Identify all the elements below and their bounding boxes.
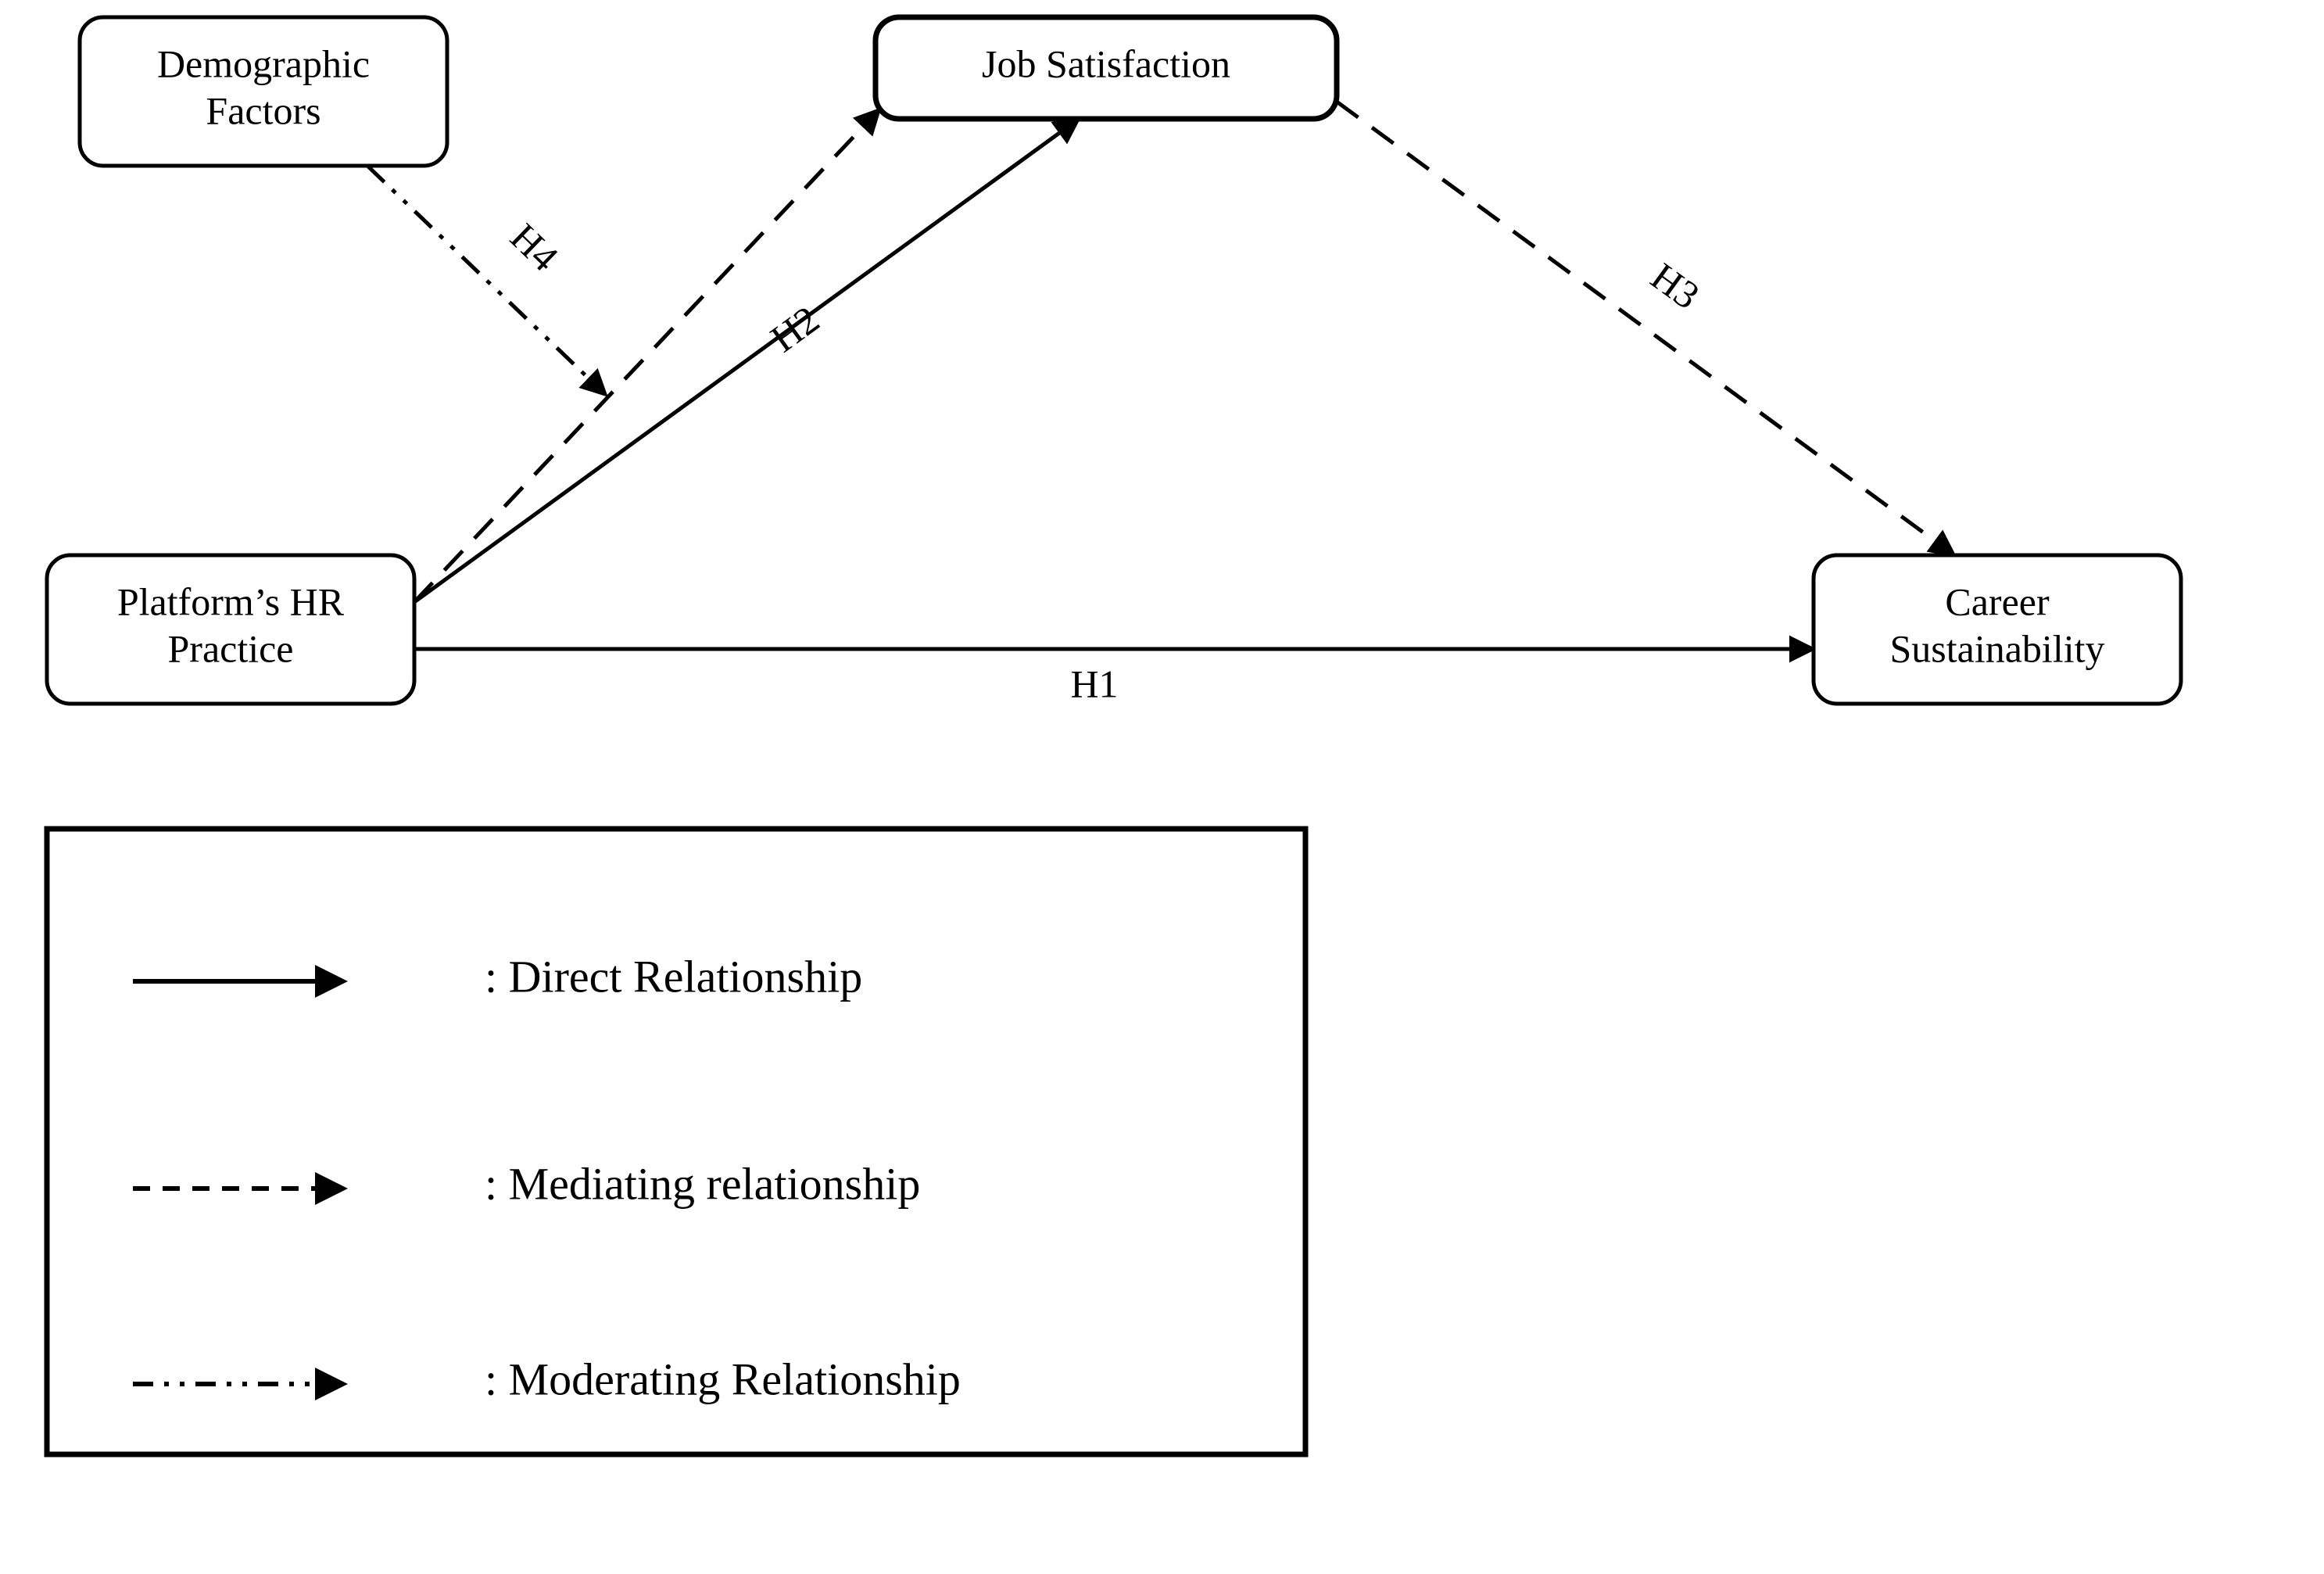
diagram-canvas: H1H2H3H4DemographicFactorsJob Satisfacti… (0, 0, 2324, 1574)
edge-h4 (367, 166, 605, 394)
edge-mediating_left (414, 110, 879, 602)
legend-label-1: : Mediating relationship (485, 1158, 920, 1209)
node-label-hr_practice-0: Platform’s HR (117, 579, 345, 623)
node-label-career-1: Sustainability (1890, 626, 2105, 670)
node-label-demographic-0: Demographic (157, 41, 370, 85)
node-label-career-0: Career (1945, 579, 2050, 623)
edge-h2 (414, 120, 1077, 602)
node-label-hr_practice-1: Practice (167, 626, 293, 670)
node-label-job_sat-0: Job Satisfaction (982, 41, 1230, 85)
node-label-demographic-1: Factors (206, 88, 320, 132)
edge-label-h3: H3 (1643, 254, 1707, 317)
edge-label-h4: H4 (502, 215, 567, 280)
edge-h3 (1337, 102, 1953, 554)
legend-label-0: : Direct Relationship (485, 951, 862, 1002)
legend-label-2: : Moderating Relationship (485, 1353, 961, 1404)
edge-label-h1: H1 (1070, 662, 1118, 705)
